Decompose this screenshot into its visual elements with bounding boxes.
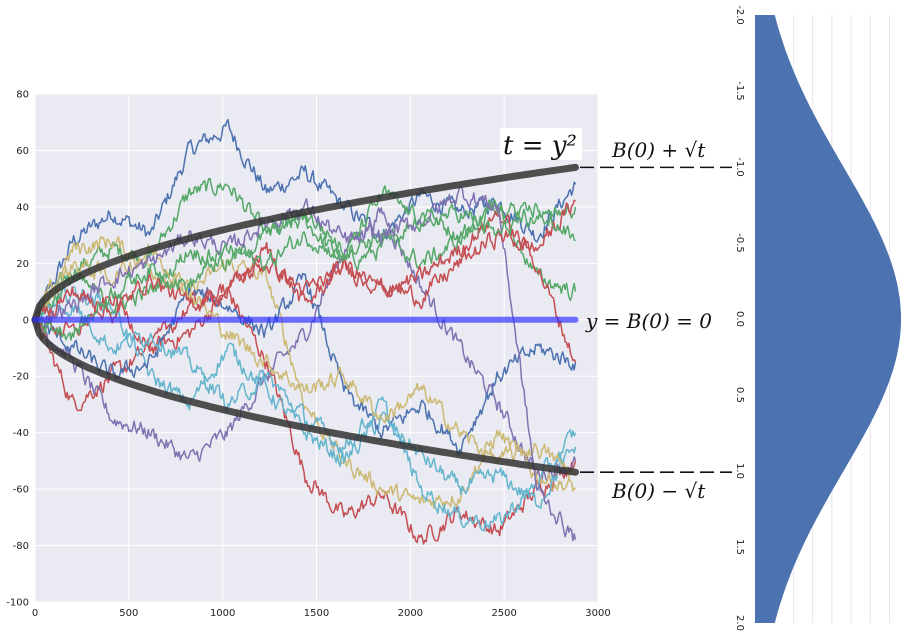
y-tick-label: 80 — [16, 90, 29, 101]
density-tick-label: -2.0 — [734, 5, 745, 25]
x-tick-label: 1000 — [210, 608, 235, 619]
x-tick-label: 2000 — [398, 608, 423, 619]
density-tick-label: -1.0 — [734, 157, 745, 177]
y-tick-label: 20 — [16, 259, 29, 270]
path-series-11 — [34, 243, 576, 478]
path-series-1 — [34, 118, 577, 321]
upper-bound-label: B(0) + √t — [611, 138, 706, 162]
x-tick-label: 2500 — [491, 608, 516, 619]
y-tick-label: -60 — [13, 485, 29, 496]
envelope-group — [31, 163, 579, 476]
density-tick-label: 0.5 — [734, 387, 745, 403]
y-tick-label: -80 — [13, 541, 29, 552]
density-tick-label: -0.5 — [734, 233, 745, 253]
path-series-9 — [34, 210, 577, 363]
curve-label: t = y² — [503, 131, 577, 161]
path-series-14 — [34, 185, 576, 341]
curve-label-background — [500, 128, 582, 160]
x-tick-label: 3000 — [585, 608, 610, 619]
x-tick-label: 500 — [119, 608, 138, 619]
density-tick-labels: -2.0 -1.5 -1.0 -0.5 0.0 0.5 1.0 1.5 2.0 — [734, 5, 745, 631]
density-tick-label: 0.0 — [734, 311, 745, 327]
path-series-4 — [34, 207, 577, 482]
y-tick-label: 0 — [23, 315, 29, 326]
lower-bound-label: B(0) − √t — [611, 479, 706, 503]
upper-envelope-curve — [31, 163, 579, 324]
y-tick-labels: 80 60 40 20 0 -20 -40 -60 -80 -100 — [6, 90, 29, 609]
y-tick-label: -40 — [13, 428, 29, 439]
x-tick-label: 0 — [32, 608, 38, 619]
path-series-7 — [34, 272, 577, 457]
density-tick-label: -1.5 — [734, 81, 745, 101]
density-fill — [755, 15, 901, 623]
x-tick-label: 1500 — [304, 608, 329, 619]
path-series-group — [34, 118, 577, 545]
x-tick-labels: 0 500 1000 1500 2000 2500 3000 — [32, 608, 611, 619]
y-tick-label: -100 — [6, 598, 29, 609]
mean-line-label: y = B(0) = 0 — [585, 309, 712, 333]
y-tick-label: 40 — [16, 202, 29, 213]
path-series-5 — [34, 236, 576, 509]
density-tick-label: 1.0 — [734, 463, 745, 479]
y-tick-label: 60 — [16, 146, 29, 157]
path-series-13 — [34, 199, 576, 326]
y-tick-label: -20 — [13, 372, 29, 383]
density-tick-label: 2.0 — [734, 615, 745, 631]
path-series-6 — [34, 286, 577, 509]
annotations: t = y² B(0) + √t B(0) − √t y = B(0) = 0 — [500, 128, 732, 503]
path-series-12 — [34, 185, 577, 542]
normal-density-chart: -2.0 -1.5 -1.0 -0.5 0.0 0.5 1.0 1.5 2.0 — [734, 5, 901, 631]
brownian-paths-chart: 0 500 1000 1500 2000 2500 3000 80 60 40 20 0 -20 -40… — [6, 90, 610, 620]
density-tick-label: 1.5 — [734, 539, 745, 555]
lower-envelope-curve — [31, 316, 579, 476]
